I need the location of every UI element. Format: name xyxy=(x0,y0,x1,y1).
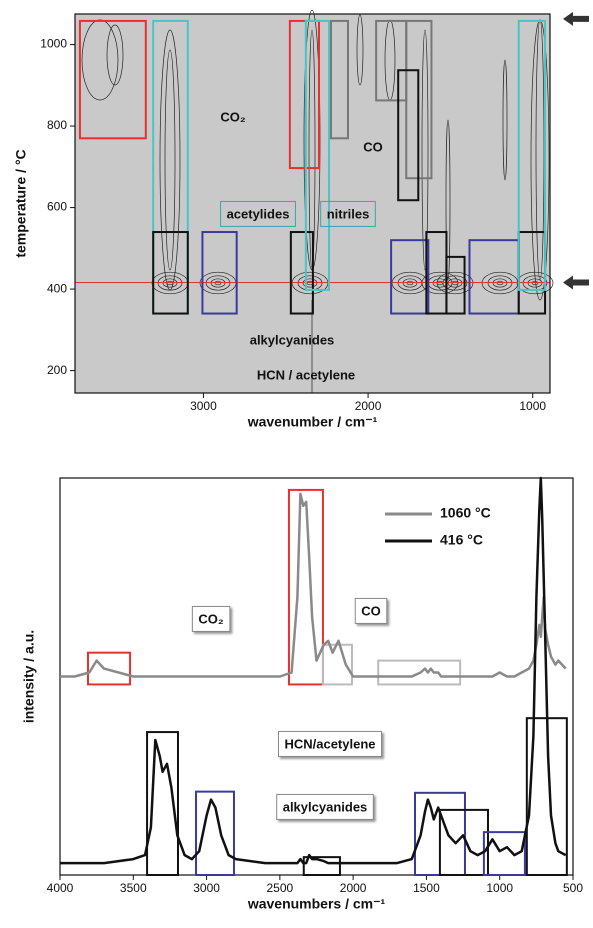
annotation: alkylcyanides xyxy=(250,332,335,347)
x-tick-label: 3000 xyxy=(190,399,217,413)
annotation: CO xyxy=(361,603,381,618)
region-box xyxy=(288,19,321,170)
region-box xyxy=(330,19,349,140)
arrow xyxy=(563,275,589,290)
x-tick-label: 2000 xyxy=(355,399,382,413)
region-box xyxy=(321,643,353,686)
annotation-box xyxy=(220,200,296,227)
region-box xyxy=(438,808,489,877)
x-tick-label: 1500 xyxy=(413,881,440,895)
region-box xyxy=(152,231,189,315)
region-box xyxy=(517,19,547,291)
x-tick-label: 1000 xyxy=(519,399,546,413)
x-tick-label: 2500 xyxy=(267,881,294,895)
region-box xyxy=(377,659,462,686)
series-line xyxy=(60,476,567,865)
legend-label: 416 °C xyxy=(440,532,483,548)
contour-band xyxy=(356,14,364,86)
annotation-box xyxy=(320,200,376,227)
annotation: CO₂ xyxy=(220,109,246,124)
contour-band xyxy=(164,49,176,271)
x-tick-label: 2000 xyxy=(340,881,367,895)
region-box xyxy=(304,19,331,291)
annotation: alkylcyanides xyxy=(283,799,368,814)
x-axis-label: wavenumber / cm⁻¹ xyxy=(247,414,378,430)
annotation: CO₂ xyxy=(198,611,224,626)
annotation: CO xyxy=(363,139,383,154)
region-box xyxy=(78,19,147,140)
contour-band xyxy=(106,24,124,86)
x-tick-label: 4000 xyxy=(47,881,74,895)
region-box xyxy=(287,488,324,686)
x-axis-label: wavenumbers / cm⁻¹ xyxy=(247,896,386,912)
region-box xyxy=(445,255,466,315)
y-axis-label: intensity / a.u. xyxy=(21,630,37,723)
region-box xyxy=(302,856,341,877)
region-box xyxy=(201,231,238,315)
y-tick-label: 200 xyxy=(47,363,67,377)
x-tick-label: 1000 xyxy=(486,881,513,895)
y-tick-label: 600 xyxy=(47,200,67,214)
x-tick-label: 3000 xyxy=(193,881,220,895)
annotation: nitriles xyxy=(327,206,370,221)
legend-label: 1060 °C xyxy=(440,505,491,521)
x-tick-label: 500 xyxy=(563,881,583,895)
contour-band xyxy=(421,29,429,271)
contour-lines xyxy=(81,9,554,393)
annotation: acetylides xyxy=(227,206,290,221)
annotation: HCN/acetylene xyxy=(284,736,375,751)
annotation-box xyxy=(276,793,374,820)
region-box xyxy=(86,651,132,686)
region-box xyxy=(482,831,526,877)
annotation-box xyxy=(277,730,383,757)
annotation-box xyxy=(191,605,231,632)
y-tick-label: 800 xyxy=(47,118,67,132)
annotation-box xyxy=(354,597,388,624)
y-tick-label: 400 xyxy=(47,281,67,295)
arrow xyxy=(563,11,589,26)
region-box xyxy=(195,790,235,877)
contour-band xyxy=(502,59,508,181)
plot-frame xyxy=(74,13,551,394)
annotation: HCN / acetylene xyxy=(257,367,355,382)
series-line xyxy=(60,492,567,678)
region-box xyxy=(397,69,420,202)
contour-band xyxy=(445,119,451,281)
region-box xyxy=(289,231,314,315)
region-box xyxy=(390,239,430,315)
y-tick-label: 1000 xyxy=(40,37,67,51)
y-axis-label: temperature / °C xyxy=(13,149,29,257)
region-box xyxy=(146,731,179,877)
x-tick-label: 3500 xyxy=(120,881,147,895)
